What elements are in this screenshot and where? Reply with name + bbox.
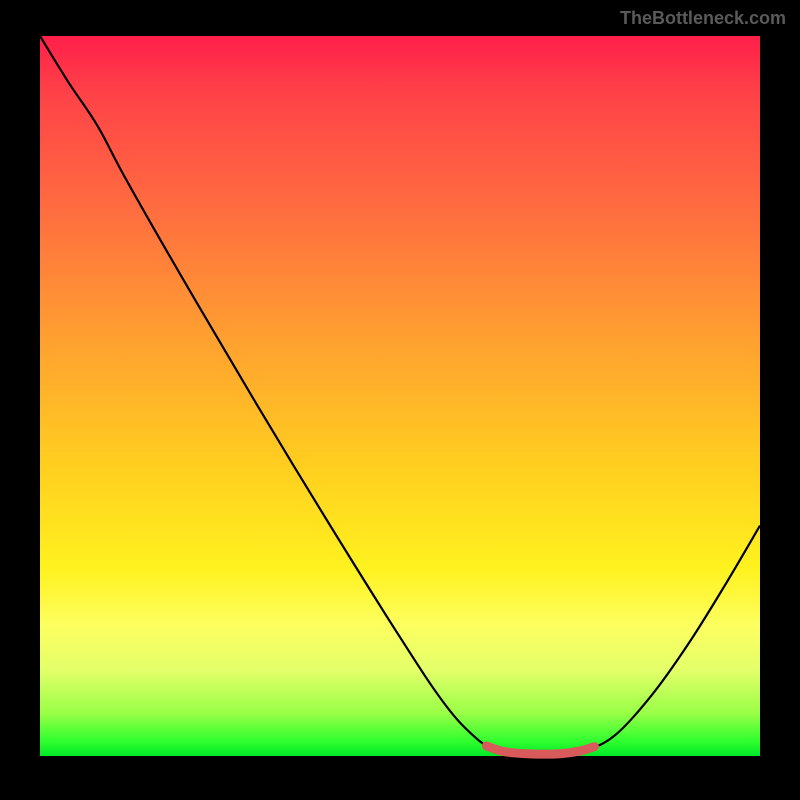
plot-area: [40, 36, 760, 756]
curve-svg: [40, 36, 760, 756]
watermark: TheBottleneck.com: [620, 8, 786, 29]
bottleneck-curve: [40, 36, 760, 754]
highlight-segment: [486, 746, 594, 754]
